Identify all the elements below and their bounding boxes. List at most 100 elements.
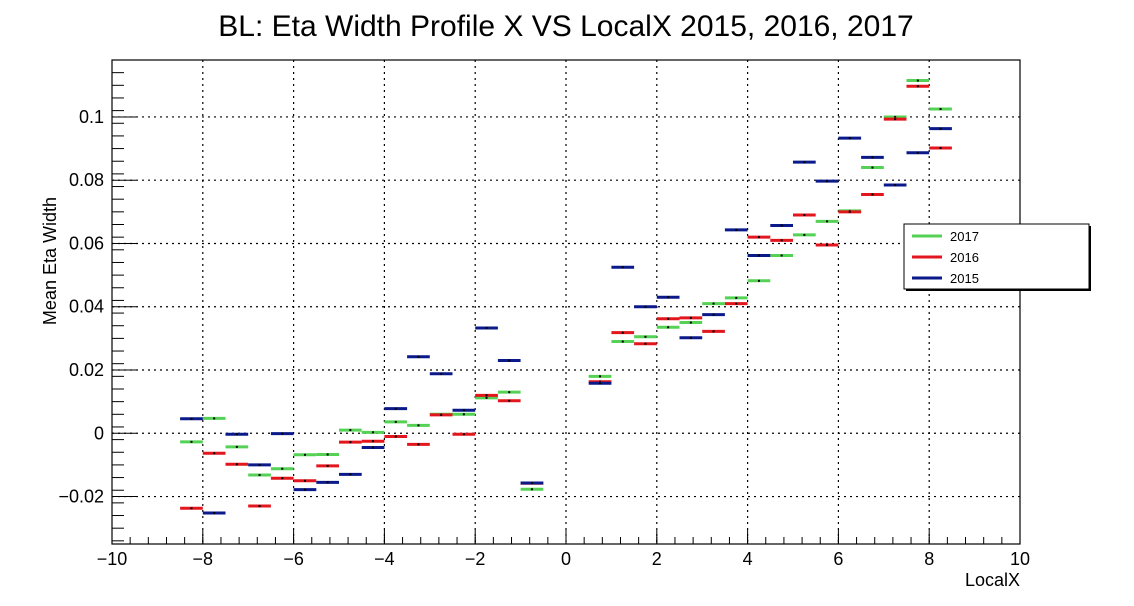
data-point-marker bbox=[485, 326, 488, 329]
data-point-marker bbox=[780, 239, 783, 242]
data-point-marker bbox=[939, 146, 942, 149]
data-point-marker bbox=[757, 254, 760, 257]
data-point-marker bbox=[394, 407, 397, 410]
data-point-marker bbox=[258, 474, 261, 477]
data-point-marker bbox=[871, 166, 874, 169]
data-point-marker bbox=[712, 302, 715, 305]
data-point-marker bbox=[213, 511, 216, 514]
x-tick-label: −2 bbox=[465, 549, 486, 569]
data-point-marker bbox=[667, 326, 670, 329]
data-point-marker bbox=[894, 115, 897, 118]
y-tick-label: 0.08 bbox=[69, 170, 104, 190]
data-series bbox=[180, 79, 952, 515]
y-tick-label: 0.02 bbox=[69, 360, 104, 380]
data-point-marker bbox=[826, 180, 829, 183]
data-point-marker bbox=[462, 409, 465, 412]
data-point-marker bbox=[235, 463, 238, 466]
data-point-marker bbox=[712, 313, 715, 316]
x-tick-label: 8 bbox=[924, 549, 934, 569]
data-point-marker bbox=[939, 127, 942, 130]
data-point-marker bbox=[667, 296, 670, 299]
data-point-marker bbox=[803, 161, 806, 164]
data-point-marker bbox=[939, 108, 942, 111]
grid bbox=[112, 60, 1020, 544]
data-point-marker bbox=[916, 85, 919, 88]
data-point-marker bbox=[303, 488, 306, 491]
data-point-marker bbox=[735, 228, 738, 231]
data-point-marker bbox=[417, 424, 420, 427]
data-point-marker bbox=[440, 413, 443, 416]
data-point-marker bbox=[417, 443, 420, 446]
data-point-marker bbox=[848, 210, 851, 213]
data-point-marker bbox=[462, 413, 465, 416]
data-point-marker bbox=[667, 317, 670, 320]
data-point-marker bbox=[530, 488, 533, 491]
data-point-marker bbox=[599, 382, 602, 385]
data-point-marker bbox=[712, 330, 715, 333]
data-point-marker bbox=[530, 481, 533, 484]
data-point-marker bbox=[689, 336, 692, 339]
data-point-marker bbox=[258, 463, 261, 466]
data-point-marker bbox=[757, 236, 760, 239]
data-point-marker bbox=[190, 440, 193, 443]
data-point-marker bbox=[780, 254, 783, 257]
x-tick-label: 10 bbox=[1010, 549, 1030, 569]
data-point-marker bbox=[871, 193, 874, 196]
data-point-marker bbox=[303, 453, 306, 456]
data-point-marker bbox=[599, 380, 602, 383]
data-point-marker bbox=[644, 305, 647, 308]
data-point-marker bbox=[394, 420, 397, 423]
data-point-marker bbox=[803, 214, 806, 217]
data-point-marker bbox=[803, 233, 806, 236]
data-point-marker bbox=[508, 399, 511, 402]
data-point-marker bbox=[826, 220, 829, 223]
data-point-marker bbox=[258, 505, 261, 508]
data-point-marker bbox=[326, 453, 329, 456]
chart-title: BL: Eta Width Profile X VS LocalX 2015, … bbox=[218, 10, 913, 43]
y-tick-label: 0.06 bbox=[69, 233, 104, 253]
legend: 2017 2016 2015 bbox=[903, 223, 1091, 291]
data-point-marker bbox=[780, 224, 783, 227]
data-point-marker bbox=[735, 302, 738, 305]
y-tick-label: −0.02 bbox=[58, 487, 104, 507]
x-tick-label: −6 bbox=[283, 549, 304, 569]
data-point-marker bbox=[848, 137, 851, 140]
y-axis-label: Mean Eta Width bbox=[40, 197, 60, 325]
data-point-marker bbox=[826, 244, 829, 247]
x-tick-label: −10 bbox=[97, 549, 128, 569]
data-point-marker bbox=[757, 279, 760, 282]
data-point-marker bbox=[440, 372, 443, 375]
legend-label-2016: 2016 bbox=[950, 250, 979, 265]
data-point-marker bbox=[508, 359, 511, 362]
data-point-marker bbox=[213, 452, 216, 455]
data-point-marker bbox=[621, 340, 624, 343]
data-point-marker bbox=[349, 473, 352, 476]
data-point-marker bbox=[372, 440, 375, 443]
data-point-marker bbox=[689, 316, 692, 319]
data-point-marker bbox=[372, 431, 375, 434]
y-tick-label: 0.04 bbox=[69, 297, 104, 317]
y-tick-label: 0.1 bbox=[79, 107, 104, 127]
x-tick-label: 6 bbox=[833, 549, 843, 569]
data-point-marker bbox=[599, 375, 602, 378]
data-point-marker bbox=[417, 355, 420, 358]
legend-label-2017: 2017 bbox=[950, 229, 979, 244]
data-point-marker bbox=[372, 446, 375, 449]
x-tick-label: −4 bbox=[374, 549, 395, 569]
data-point-marker bbox=[190, 417, 193, 420]
data-point-marker bbox=[213, 417, 216, 420]
x-axis-label: LocalX bbox=[965, 570, 1020, 590]
data-point-marker bbox=[508, 391, 511, 394]
data-point-marker bbox=[485, 394, 488, 397]
data-point-marker bbox=[326, 481, 329, 484]
data-point-marker bbox=[621, 266, 624, 269]
data-point-marker bbox=[485, 396, 488, 399]
data-point-marker bbox=[871, 156, 874, 159]
data-point-marker bbox=[916, 79, 919, 82]
data-point-marker bbox=[235, 445, 238, 448]
data-point-marker bbox=[281, 477, 284, 480]
data-point-marker bbox=[462, 433, 465, 436]
axes: −10 −8 −6 −4 −2 0 2 4 6 8 10 −0.02 0 0.02 0.04 0.06 0.08… bbox=[58, 59, 1030, 569]
